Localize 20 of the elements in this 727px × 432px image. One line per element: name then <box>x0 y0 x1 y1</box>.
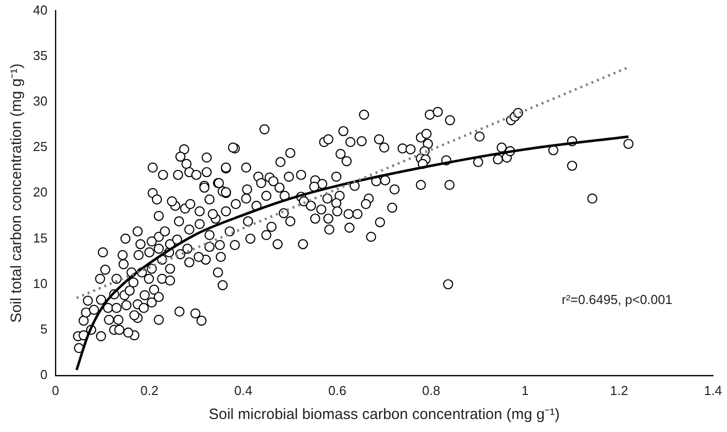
x-tick-label: 0.6 <box>328 382 346 398</box>
y-axis-title: Soil total carbon concentration (mg g⁻¹) <box>8 63 26 323</box>
y-tick-label: 5 <box>40 321 48 336</box>
y-tick-label: 30 <box>32 94 48 109</box>
y-tick-label: 10 <box>32 276 48 291</box>
annotation: r²=0.6495, p<0.001 <box>562 292 672 308</box>
y-tick-label: 25 <box>32 139 48 154</box>
x-axis-title: Soil microbial biomass carbon concentration (mg g⁻¹) <box>208 406 560 424</box>
x-tick-label: 0.2 <box>140 382 158 398</box>
x-tick-label: 1 <box>522 382 529 398</box>
y-tick-label: 20 <box>32 184 48 200</box>
y-tick-label: 15 <box>32 230 48 246</box>
y-tick-label: 35 <box>32 48 48 63</box>
x-tick-label: 0.8 <box>422 382 440 398</box>
y-tick-label: 0 <box>40 366 48 382</box>
x-tick-label: 1.4 <box>704 382 722 398</box>
x-tick-label: 0 <box>52 382 60 398</box>
x-tick-label: 0.4 <box>234 382 252 398</box>
x-tick-label: 1.2 <box>610 382 628 398</box>
y-tick-label: 40 <box>32 2 48 18</box>
